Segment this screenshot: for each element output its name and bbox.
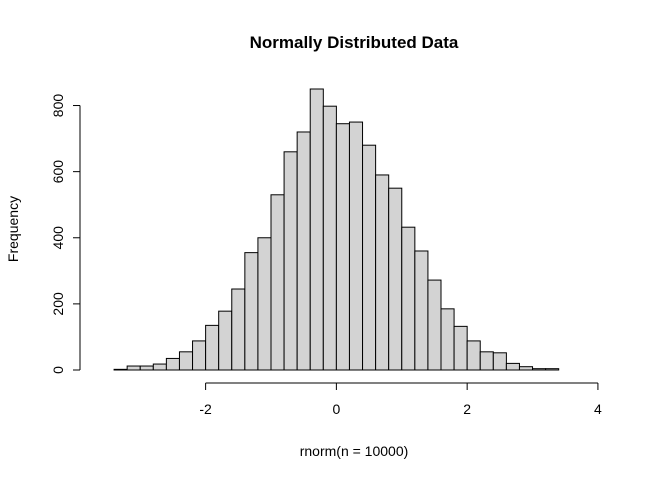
histogram-bar <box>466 340 481 371</box>
histogram-bar <box>244 252 259 371</box>
histogram-bar <box>545 368 560 371</box>
histogram-bar <box>505 362 520 371</box>
histogram-bar <box>414 250 429 371</box>
histogram-bar <box>113 368 128 371</box>
x-tick-label: 2 <box>463 401 471 417</box>
histogram-bar <box>492 352 507 371</box>
histogram-bar <box>518 366 534 371</box>
bars-group <box>113 88 560 371</box>
y-tick-label: 600 <box>50 160 66 184</box>
chart-title: Normally Distributed Data <box>250 33 459 52</box>
histogram-bar <box>296 131 311 371</box>
x-tick-label: 0 <box>332 401 340 417</box>
histogram-bar <box>257 237 272 371</box>
histogram-bar <box>218 310 233 371</box>
y-axis: 0 200 400 600 800 <box>50 94 81 374</box>
x-tick-label: 4 <box>594 401 602 417</box>
y-tick-label: 800 <box>50 94 66 118</box>
x-axis-label: rnorm(n = 10000) <box>300 443 409 459</box>
histogram-bar <box>309 88 324 371</box>
histogram-bar <box>375 174 390 371</box>
histogram-bar <box>165 357 180 371</box>
histogram-bar <box>388 187 403 371</box>
histogram-bar <box>362 144 377 371</box>
histogram-bar <box>348 121 364 371</box>
y-tick-label: 200 <box>50 292 66 316</box>
histogram-bar <box>126 365 141 371</box>
histogram-bar <box>532 368 547 371</box>
histogram-bar <box>322 105 337 371</box>
histogram-bar <box>152 363 167 371</box>
y-tick-label: 400 <box>50 226 66 250</box>
y-tick-label: 0 <box>50 366 66 374</box>
histogram-bar <box>205 324 220 371</box>
histogram-bar <box>270 194 285 371</box>
histogram-bar <box>453 325 468 371</box>
histogram-bar <box>427 279 442 371</box>
histogram-bar <box>178 351 194 371</box>
histogram-bar <box>192 340 207 371</box>
histogram-bar <box>231 288 246 371</box>
histogram-bar <box>335 123 350 371</box>
x-axis: -2 0 2 4 <box>199 382 602 417</box>
y-axis-label: Frequency <box>5 196 21 262</box>
histogram-bar <box>401 226 416 371</box>
histogram-bar <box>479 351 494 371</box>
histogram-bar <box>283 151 298 371</box>
histogram-bar <box>440 308 455 371</box>
histogram-bar <box>139 365 154 371</box>
x-tick-label: -2 <box>199 401 212 417</box>
